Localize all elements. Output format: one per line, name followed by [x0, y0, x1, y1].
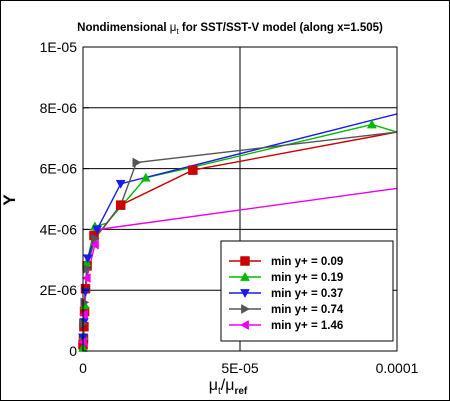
series-2-point-3: [82, 254, 93, 264]
series-1-point-6: [366, 119, 377, 129]
y-axis-label: Y: [1, 194, 19, 206]
x-axis-label-num: μ: [209, 377, 218, 394]
y-tick-label-1: 2E-06: [40, 282, 78, 298]
chart-title: Nondimensional μt for SST/SST-V model (a…: [77, 22, 383, 36]
x-tick-label-1: 5E-05: [221, 360, 259, 376]
y-axis-ticks: 0 2E-06 4E-06 6E-06 8E-06 1E-05: [40, 39, 89, 359]
series-line-3: [82, 131, 398, 324]
legend: min y+ = 0.09 min y+ = 0.19 min y+ = 0.37 m…: [220, 240, 394, 342]
legend-swatch-marker-3: [241, 304, 251, 314]
series-4-point-2: [81, 273, 91, 283]
series-3-point-3: [91, 233, 100, 244]
legend-label-3: min y+ = 0.74: [271, 304, 344, 316]
x-tick-label-2: 0.0001: [376, 360, 419, 376]
legend-swatch-marker-2: [240, 289, 250, 299]
x-axis-label: μt/μref: [209, 377, 248, 397]
legend-label-0: min y+ = 0.09: [271, 256, 343, 268]
x-axis-label-den: μ: [225, 377, 234, 394]
series-4-point-3: [89, 239, 99, 250]
y-tick-label-2: 4E-06: [40, 221, 78, 237]
series-2-point-4: [92, 225, 103, 235]
y-tick-label-3: 6E-06: [40, 161, 78, 177]
y-tick-label-0: 0: [69, 343, 77, 359]
legend-swatch-marker-1: [240, 271, 250, 281]
legend-swatch-marker-4: [239, 320, 249, 330]
x-axis-ticks: 0 5E-05 0.0001: [79, 345, 419, 376]
x-axis-label-slash: /: [221, 377, 226, 394]
chart-title-symbol: μ: [170, 22, 177, 34]
series-3-point-4: [132, 157, 142, 168]
x-axis-label-den-sub: ref: [234, 386, 247, 397]
series-4-point-1: [79, 309, 89, 320]
series-1-point-5: [140, 172, 151, 182]
y-tick-label-5: 1E-05: [40, 39, 78, 55]
series-0-point-7: [115, 200, 126, 210]
legend-swatch-marker-0: [240, 256, 250, 266]
legend-label-4: min y+ = 1.46: [271, 320, 343, 332]
chart-title-symbol-sub: t: [176, 27, 179, 36]
y-tick-label-4: 8E-06: [40, 100, 78, 116]
series-0-point-8: [188, 165, 198, 175]
x-tick-label-0: 0: [79, 360, 87, 376]
x-axis-label-num-sub: t: [218, 386, 221, 397]
series-2-point-5: [115, 179, 126, 189]
legend-label-1: min y+ = 0.19: [271, 272, 343, 284]
chart-title-suffix: for SST/SST-V model (along x=1.505): [179, 22, 383, 34]
chart-title-prefix: Nondimensional: [77, 22, 170, 34]
legend-label-2: min y+ = 0.37: [271, 288, 343, 300]
